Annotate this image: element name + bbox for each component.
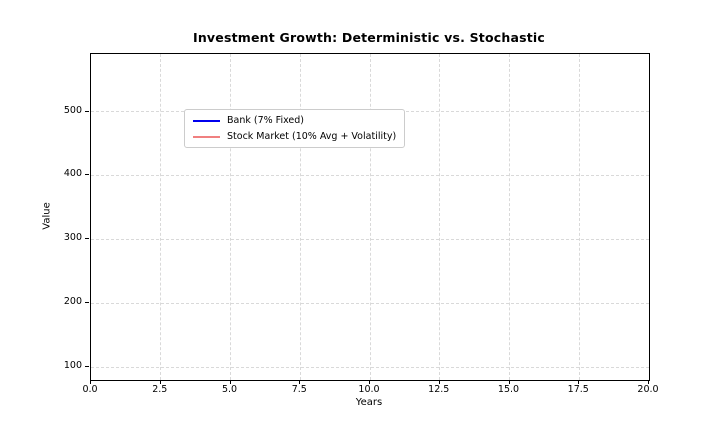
y-tick-label: 100 xyxy=(63,360,82,372)
legend-line-sample xyxy=(193,119,220,122)
x-gridline xyxy=(369,54,371,380)
x-tick-mark xyxy=(159,380,161,384)
x-tick-label: 20.0 xyxy=(637,384,659,395)
y-tick-label: 400 xyxy=(63,168,82,180)
x-tick-label: 7.5 xyxy=(291,384,307,395)
legend-label: Stock Market (10% Avg + Volatility) xyxy=(227,131,397,142)
x-tick-label: 12.5 xyxy=(428,384,450,395)
y-tick-mark xyxy=(85,110,89,112)
x-gridline xyxy=(299,54,301,380)
y-tick-mark xyxy=(85,366,89,368)
x-tick-mark xyxy=(229,380,231,384)
x-gridline xyxy=(509,54,510,380)
x-gridline xyxy=(230,54,231,380)
x-tick-label: 0.0 xyxy=(82,384,98,395)
legend-item: Stock Market (10% Avg + Volatility) xyxy=(193,130,396,143)
legend-label: Bank (7% Fixed) xyxy=(227,115,305,126)
x-tick-label: 2.5 xyxy=(152,384,168,395)
x-tick-mark xyxy=(299,380,301,384)
x-tick-mark xyxy=(578,380,580,384)
y-tick-mark xyxy=(85,174,89,176)
x-tick-mark xyxy=(369,380,370,384)
y-tick-label: 500 xyxy=(63,104,82,116)
y-tick-mark xyxy=(85,238,89,240)
x-tick-label: 10.0 xyxy=(358,384,380,395)
x-gridline xyxy=(160,54,162,380)
legend-item: Bank (7% Fixed) xyxy=(193,114,396,127)
x-gridline xyxy=(578,54,580,380)
x-tick-mark xyxy=(648,380,649,384)
legend-line-sample xyxy=(193,135,220,138)
legend: Bank (7% Fixed) Stock Market (10% Avg + V… xyxy=(184,109,406,148)
x-tick-label: 5.0 xyxy=(221,384,238,395)
plot-area: Bank (7% Fixed) Stock Market (10% Avg + V… xyxy=(90,53,650,381)
x-tick-mark xyxy=(508,380,510,384)
y-tick-label: 200 xyxy=(63,296,82,308)
x-axis-label: Years xyxy=(355,397,383,408)
x-tick-label: 15.0 xyxy=(497,384,520,395)
y-tick-label: 300 xyxy=(63,232,82,244)
y-axis-label: Value xyxy=(41,202,53,230)
x-gridline xyxy=(439,54,441,380)
x-tick-mark xyxy=(438,380,440,384)
y-tick-mark xyxy=(85,302,89,304)
x-tick-mark xyxy=(90,380,91,384)
chart-title: Investment Growth: Deterministic vs. Sto… xyxy=(192,30,546,45)
x-tick-label: 17.5 xyxy=(567,384,589,395)
